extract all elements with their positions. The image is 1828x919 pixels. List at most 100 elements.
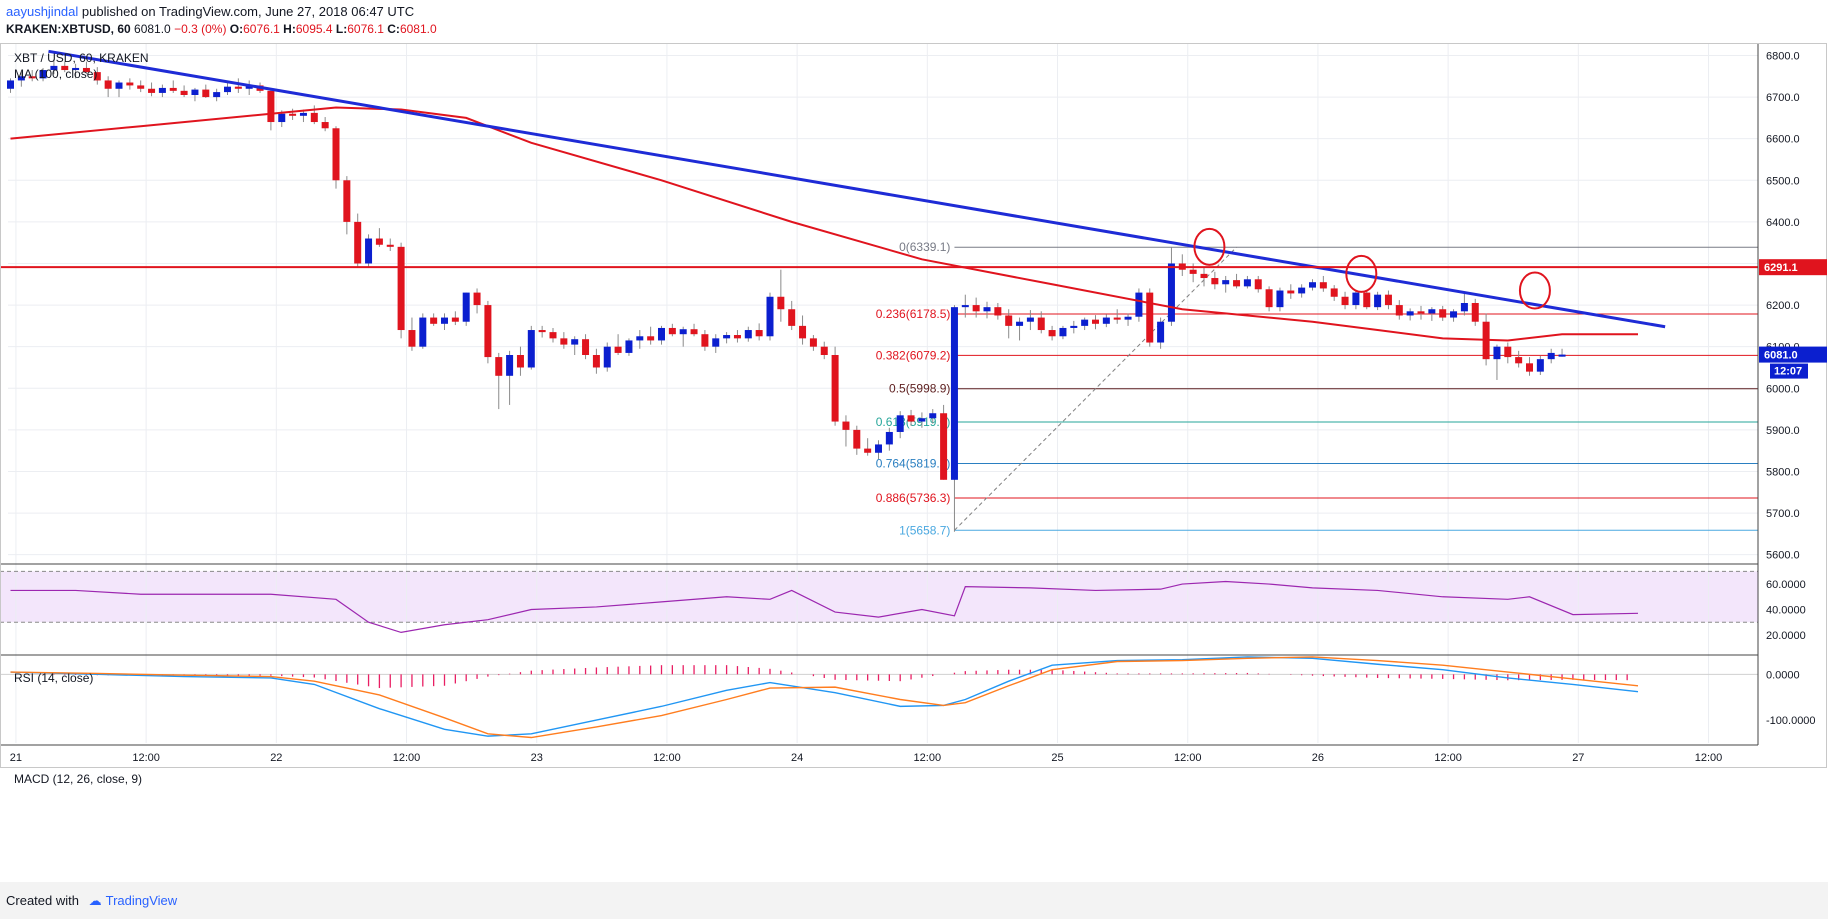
candle-up <box>299 112 307 116</box>
candle-down <box>831 355 839 422</box>
candle-up <box>72 67 80 71</box>
close-label: C: <box>387 22 400 36</box>
symbol-label: KRAKEN:XBTUSD, 60 <box>6 22 131 36</box>
candle-up <box>1070 325 1078 328</box>
candle-down <box>1189 269 1197 274</box>
candle-up <box>896 415 904 432</box>
candle-up <box>224 86 231 93</box>
published-text: published on TradingView.com, June 27, 2… <box>81 4 415 19</box>
candle-down <box>169 87 177 91</box>
price-tick-label: 6400.0 <box>1766 217 1800 229</box>
candle-down <box>1341 296 1349 306</box>
price-tick-label: 5600.0 <box>1766 550 1800 562</box>
fib-label-0.764: 0.764(5819.3) <box>876 456 951 470</box>
high-label: H: <box>283 22 296 36</box>
candle-up <box>603 346 611 368</box>
candle-down <box>842 421 850 430</box>
rsi-tick-label: 20.0000 <box>1766 630 1806 642</box>
candle-down <box>1417 311 1425 314</box>
candle-down <box>592 355 600 368</box>
candle-down <box>733 335 741 339</box>
candle-down <box>1395 305 1403 316</box>
candle-down <box>397 246 405 331</box>
time-tick-label: 12:00 <box>393 752 421 764</box>
candle-down <box>473 292 481 306</box>
price-tick-label: 6200.0 <box>1766 300 1800 312</box>
highlight-circle <box>1518 271 1551 310</box>
rsi-line <box>10 580 1639 634</box>
tradingview-brand[interactable]: TradingView <box>105 893 178 908</box>
candle-up <box>1536 359 1544 372</box>
candle-down <box>148 88 156 93</box>
candle-down <box>104 80 112 89</box>
ma-100-line <box>10 106 1638 342</box>
candle-down <box>994 307 1002 316</box>
candle-up <box>1222 280 1230 285</box>
candle-down <box>799 325 807 339</box>
candle-up <box>50 65 58 71</box>
candle-up <box>961 305 969 308</box>
fib-label-1: 1(5658.7) <box>899 523 950 537</box>
candle-up <box>744 330 752 339</box>
author-link[interactable]: aayushjindal <box>6 4 79 19</box>
candle-down <box>1254 279 1262 290</box>
symbol-quote-line: KRAKEN:XBTUSD, 60 6081.0 −0.3 (0%) O:607… <box>6 22 437 36</box>
candle-up <box>766 296 774 337</box>
candlesticks <box>7 59 1566 532</box>
candle-up <box>1460 303 1468 312</box>
macd-signal-line <box>10 656 1639 739</box>
candle-down <box>267 90 275 123</box>
price-tick-label: 6000.0 <box>1766 383 1800 395</box>
candle-down <box>1005 315 1013 326</box>
price-tick-label: 5800.0 <box>1766 466 1800 478</box>
candle-down <box>1048 330 1056 337</box>
chart-area[interactable]: 0(6339.1) 0.236(6178.5) 0.382(6079.2) 0.5(5… <box>0 43 1828 881</box>
indicators <box>10 580 1639 739</box>
candle-up <box>571 339 579 345</box>
candle-down <box>1233 280 1241 287</box>
fib-label-0.236: 0.236(6178.5) <box>876 307 951 321</box>
candle-up <box>39 70 47 79</box>
candle-down <box>1471 303 1479 322</box>
ma-label: MA (100, close) <box>14 67 97 81</box>
candle-up <box>1493 346 1501 360</box>
rsi-band <box>0 571 1758 623</box>
trendline <box>48 49 1666 329</box>
candle-up <box>245 85 253 89</box>
grid-lines <box>0 43 1758 743</box>
candle-up <box>723 335 731 339</box>
candle-up <box>1157 321 1165 343</box>
candle-down <box>321 122 329 129</box>
chart-header: aayushjindal published on TradingView.co… <box>0 0 1828 42</box>
candle-up <box>1374 294 1382 308</box>
macd-tick-label: -100.0000 <box>1766 715 1816 727</box>
candle-up <box>918 418 926 422</box>
time-tick-label: 26 <box>1312 752 1324 764</box>
candle-down <box>1515 357 1523 364</box>
candle-up <box>213 92 221 98</box>
candle-down <box>93 72 101 81</box>
candle-down <box>538 330 546 333</box>
candle-up <box>658 327 665 341</box>
last-price-tag-bg <box>1759 346 1827 363</box>
price-chart-svg[interactable]: 0(6339.1) 0.236(6178.5) 0.382(6079.2) 0.5(5… <box>0 43 1828 881</box>
candle-up <box>1276 290 1284 308</box>
candle-down <box>332 128 340 181</box>
candle-down <box>1439 309 1447 318</box>
highlight-circle <box>1193 227 1226 266</box>
price-tick-label: 6500.0 <box>1766 175 1800 187</box>
resistance-price-tag-bg <box>1759 259 1827 276</box>
candle-down <box>451 317 459 322</box>
candle-down <box>614 346 622 353</box>
candle-down <box>907 415 915 422</box>
chart-title: XBT / USD, 60, KRAKEN <box>14 51 149 65</box>
candle-up <box>875 444 882 453</box>
candle-up <box>1243 279 1251 287</box>
candle-up <box>679 329 687 335</box>
rsi-label: RSI (14, close) <box>14 671 93 685</box>
candle-up <box>17 76 25 81</box>
candle-down <box>1319 282 1327 289</box>
high-value: 6095.4 <box>295 22 333 36</box>
close-value: 6081.0 <box>399 22 437 36</box>
tradingview-logo-icon[interactable]: ☁ <box>88 893 102 908</box>
